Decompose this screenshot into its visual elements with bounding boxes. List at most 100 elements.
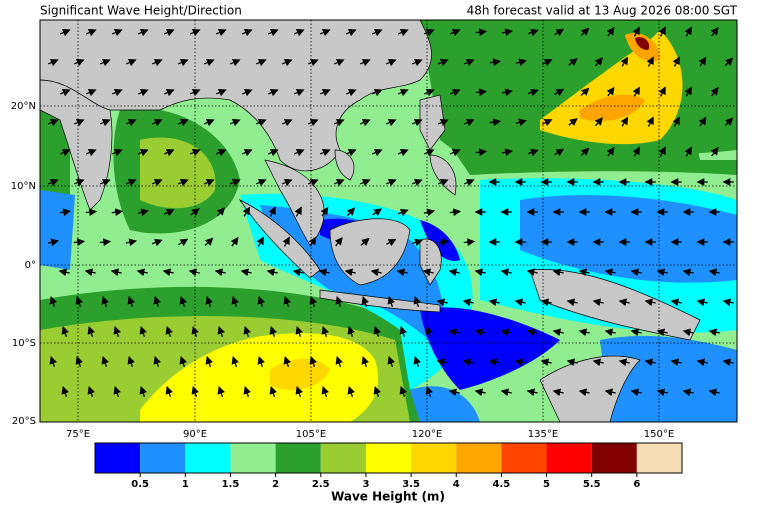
direction-arrow (552, 388, 564, 397)
direction-arrow (345, 28, 357, 37)
direction-arrow (47, 238, 59, 247)
direction-arrow (87, 326, 95, 337)
direction-arrow (283, 296, 291, 307)
lat-label: 20°S (12, 416, 36, 427)
direction-arrow (85, 148, 97, 157)
direction-arrow (568, 58, 578, 66)
direction-arrow (474, 328, 486, 337)
direction-arrow (463, 238, 476, 247)
direction-arrow (604, 268, 616, 277)
direction-arrow (386, 239, 397, 247)
direction-arrow (632, 146, 640, 157)
direction-arrow (163, 28, 175, 37)
direction-arrow (387, 296, 395, 307)
direction-arrow (594, 117, 603, 127)
direction-arrow (708, 268, 720, 277)
direction-arrow (396, 268, 408, 277)
direction-arrow (243, 326, 251, 337)
direction-arrow (110, 268, 122, 277)
direction-arrow (153, 296, 161, 307)
direction-arrow (257, 356, 265, 367)
direction-arrow (139, 386, 147, 397)
direction-arrow (335, 356, 343, 367)
direction-arrow (462, 358, 474, 367)
direction-arrow (514, 298, 526, 307)
direction-arrow (101, 296, 109, 307)
direction-arrow (189, 148, 201, 157)
direction-arrow (606, 146, 615, 157)
direction-arrow (216, 207, 225, 217)
colorbar-swatch (185, 443, 231, 473)
direction-arrow (307, 118, 319, 127)
direction-arrow (85, 88, 97, 97)
colorbar-swatch (636, 443, 682, 473)
direction-arrow (49, 356, 57, 367)
direction-arrow (214, 268, 226, 277)
direction-arrow (411, 58, 423, 67)
direction-arrow (670, 358, 682, 367)
direction-arrow (385, 118, 397, 127)
direction-arrow (646, 116, 654, 127)
direction-arrow (449, 88, 461, 97)
direction-arrow (266, 268, 278, 277)
direction-arrow (475, 148, 488, 157)
direction-arrow (397, 28, 409, 37)
direction-arrow (127, 356, 135, 367)
direction-arrow (61, 326, 69, 337)
direction-arrow (344, 268, 356, 277)
direction-arrow (333, 118, 345, 127)
direction-arrow (540, 358, 552, 367)
direction-arrow (257, 296, 265, 307)
lat-label: 10°N (11, 181, 36, 192)
direction-arrow (293, 28, 305, 37)
colorbar-tick-label: 5.5 (583, 479, 601, 490)
direction-arrow (526, 268, 538, 277)
direction-arrow (59, 208, 72, 217)
direction-arrow (397, 208, 409, 217)
direction-arrow (85, 208, 98, 217)
direction-arrow (137, 28, 149, 37)
direction-arrow (646, 56, 654, 67)
colorbar-swatch (140, 443, 186, 473)
direction-arrow (580, 27, 590, 36)
map-frame (39, 19, 738, 423)
colorbar-tick-label: 3.5 (402, 479, 420, 490)
direction-arrow (580, 87, 590, 96)
direction-arrow (75, 296, 83, 307)
direction-arrow (163, 148, 175, 157)
direction-arrow (240, 268, 252, 277)
direction-arrow (710, 87, 719, 97)
direction-arrow (397, 88, 409, 97)
direction-arrow (269, 326, 277, 337)
direction-arrow (594, 57, 603, 67)
direction-arrow (334, 237, 343, 247)
direction-arrow (203, 118, 215, 127)
direction-arrow (73, 58, 85, 67)
direction-arrow (632, 86, 640, 97)
direction-arrow (360, 237, 370, 246)
direction-arrow (73, 178, 85, 187)
direction-arrow (267, 28, 279, 37)
direction-arrow (111, 208, 124, 217)
direction-arrow (191, 386, 199, 397)
direction-arrow (59, 88, 71, 97)
direction-arrow (423, 148, 435, 157)
lon-label: 90°E (183, 429, 207, 440)
direction-arrow (630, 268, 642, 277)
direction-arrow (526, 328, 538, 337)
direction-arrow (554, 88, 565, 97)
direction-arrow (501, 28, 513, 37)
direction-arrow (413, 356, 421, 367)
direction-arrow (448, 388, 460, 397)
direction-arrow (474, 268, 486, 277)
direction-arrow (672, 116, 680, 127)
direction-arrow (190, 208, 200, 217)
direction-arrow (318, 268, 330, 277)
map-field (40, 20, 737, 422)
direction-arrow (347, 386, 355, 397)
colorbar-frame (94, 442, 683, 474)
direction-arrow (345, 88, 357, 97)
direction-arrow (177, 58, 189, 67)
direction-arrow (269, 386, 277, 397)
